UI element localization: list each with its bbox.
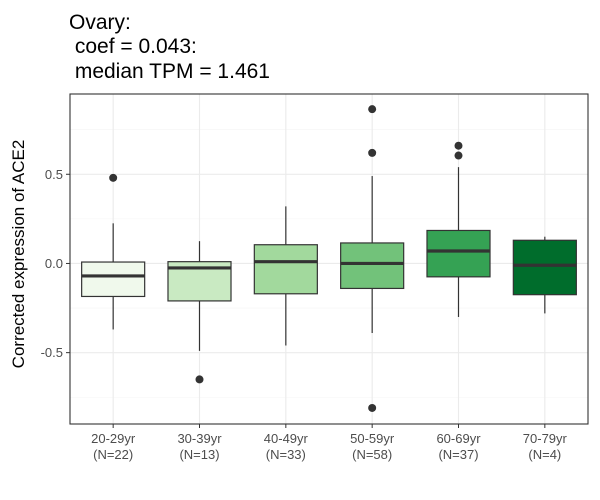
y-axis: 0.5 0.0 -0.5 <box>41 167 70 360</box>
box <box>253 244 318 295</box>
y-tick-label: -0.5 <box>41 345 63 360</box>
title-line-1: Ovary: <box>69 11 131 34</box>
box-group-60-69yr <box>426 141 491 317</box>
outlier-point <box>454 141 463 150</box>
grid <box>70 94 588 424</box>
box-group-40-49yr <box>253 206 318 346</box>
box <box>512 239 577 296</box>
title-line-2: coef = 0.043: <box>69 35 197 58</box>
x-tick-label: 20-29yr <box>91 431 136 446</box>
y-tick-label: 0.0 <box>45 256 63 271</box>
x-tick-count-label: (N=22) <box>93 447 133 462</box>
boxes <box>81 105 577 412</box>
x-tick-count-label: (N=4) <box>528 447 561 462</box>
y-tick-label: 0.5 <box>45 167 63 182</box>
y-axis-title: Corrected expression of ACE2 <box>9 140 28 369</box>
x-axis: 20-29yr(N=22) 30-39yr(N=13) 40-49yr(N=33) 5… <box>91 424 568 462</box>
box-group-70-79yr <box>512 236 577 314</box>
outlier-point <box>368 403 377 412</box>
box <box>426 229 491 278</box>
outlier-point <box>454 151 463 160</box>
x-tick-label: 70-79yr <box>523 431 568 446</box>
x-tick-count-label: (N=33) <box>266 447 306 462</box>
title-line-3: median TPM = 1.461 <box>69 60 270 83</box>
x-tick-count-label: (N=13) <box>179 447 219 462</box>
box <box>340 242 405 290</box>
chart-title: Ovary: coef = 0.043: median TPM = 1.461 <box>69 11 270 83</box>
x-tick-label: 30-39yr <box>177 431 222 446</box>
x-tick-label: 60-69yr <box>436 431 481 446</box>
box-group-50-59yr <box>340 105 405 412</box>
outlier-point <box>368 105 377 114</box>
x-tick-count-label: (N=58) <box>352 447 392 462</box>
outlier-point <box>368 148 377 157</box>
outlier-point <box>195 375 204 384</box>
box <box>81 261 146 298</box>
box-group-30-39yr <box>167 241 232 384</box>
panel-border <box>69 93 589 425</box>
box-group-20-29yr <box>81 173 146 330</box>
x-tick-label: 50-59yr <box>350 431 395 446</box>
outlier-point <box>109 173 118 182</box>
x-tick-count-label: (N=37) <box>438 447 478 462</box>
x-tick-label: 40-49yr <box>264 431 309 446</box>
